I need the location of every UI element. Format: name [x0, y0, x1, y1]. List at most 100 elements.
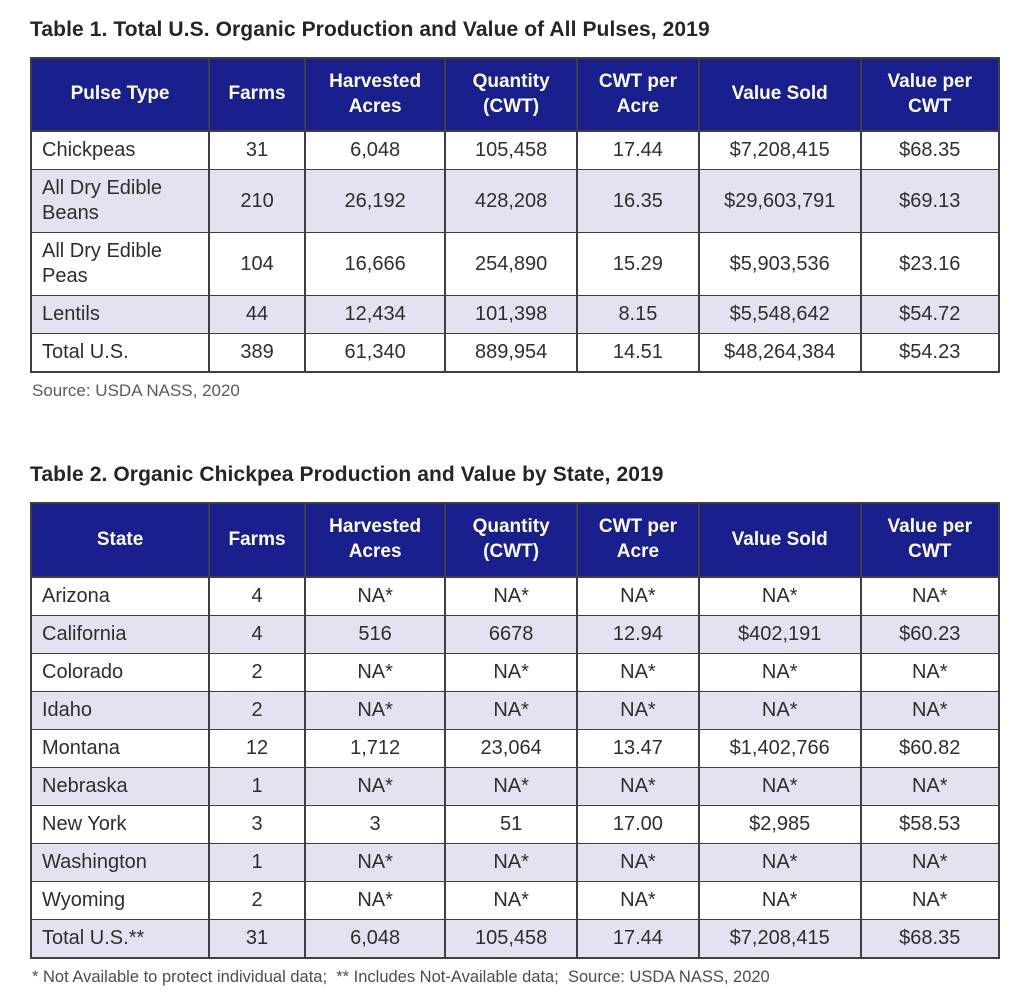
table-cell: 31 [208, 918, 306, 959]
table-cell: NA* [859, 576, 1001, 616]
table-cell: 16,666 [303, 232, 447, 297]
table-cell: Chickpeas [29, 130, 211, 171]
table-cell: Total U.S.** [29, 918, 211, 959]
table-cell: Montana [29, 728, 211, 768]
table-cell: $7,208,415 [697, 918, 862, 959]
table-cell: NA* [303, 842, 447, 882]
table-cell: NA* [444, 690, 578, 730]
table2-footnote: * Not Available to protect individual da… [32, 967, 770, 986]
table-cell: NA* [303, 880, 447, 920]
table-cell: NA* [697, 842, 862, 882]
table-cell: NA* [859, 880, 1001, 920]
table-cell: NA* [444, 576, 578, 616]
table-cell: $2,985 [697, 804, 862, 844]
table-cell: NA* [303, 766, 447, 806]
table-cell: 2 [208, 652, 306, 692]
table-cell: 6,048 [303, 130, 447, 171]
table-cell: NA* [444, 880, 578, 920]
table-cell: $402,191 [697, 614, 862, 654]
table-row: Washington 1 NA* NA* NA* NA* NA* [29, 842, 1001, 882]
table-cell: NA* [697, 652, 862, 692]
table-cell: NA* [575, 842, 700, 882]
table-cell: 13.47 [575, 728, 700, 768]
table-cell: 2 [208, 690, 306, 730]
table-cell: 4 [208, 614, 306, 654]
table-cell: $7,208,415 [697, 130, 862, 171]
pulses-production-table: Pulse Type Farms Harvested Acres Quantity (… [29, 57, 1001, 374]
column-header: CWT per Acre [575, 57, 700, 133]
table-cell: 8.15 [575, 295, 700, 335]
table-cell: $58.53 [859, 804, 1001, 844]
table-cell: 6678 [444, 614, 578, 654]
table-cell: $5,548,642 [697, 295, 862, 335]
table-cell: NA* [697, 576, 862, 616]
column-header: Value Sold [697, 502, 862, 578]
table-cell: $54.72 [859, 295, 1001, 335]
table-cell: $68.35 [859, 918, 1001, 959]
table2-section: Table 2. Organic Chickpea Production and… [29, 463, 1001, 986]
table-cell: $5,903,536 [697, 232, 862, 297]
table-cell: Idaho [29, 690, 211, 730]
column-header: Pulse Type [29, 57, 211, 133]
column-header: Harvested Acres [303, 502, 447, 578]
table-cell: Nebraska [29, 766, 211, 806]
table-cell: 12,434 [303, 295, 447, 335]
table-cell: 26,192 [303, 169, 447, 234]
table-cell: NA* [444, 652, 578, 692]
table-row: Wyoming 2 NA* NA* NA* NA* NA* [29, 880, 1001, 920]
table-cell: $60.23 [859, 614, 1001, 654]
table-cell: Arizona [29, 576, 211, 616]
table-cell: NA* [575, 766, 700, 806]
column-header: State [29, 502, 211, 578]
table2-body: Arizona 4 NA* NA* NA* NA* NA* California 4 516 667… [29, 576, 1001, 959]
table-cell: Lentils [29, 295, 211, 335]
table-cell: $69.13 [859, 169, 1001, 234]
table-cell: NA* [859, 652, 1001, 692]
table-cell: $68.35 [859, 130, 1001, 171]
table-cell: $54.23 [859, 333, 1001, 373]
table-cell: NA* [303, 690, 447, 730]
header-row: Pulse Type Farms Harvested Acres Quantity (… [29, 57, 1001, 133]
table-cell: NA* [575, 690, 700, 730]
table-cell: Total U.S. [29, 333, 211, 373]
table-cell: 3 [303, 804, 447, 844]
table-cell: 12 [208, 728, 306, 768]
table-cell: 61,340 [303, 333, 447, 373]
table-cell: $29,603,791 [697, 169, 862, 234]
table-cell: 1 [208, 766, 306, 806]
table-cell: 1 [208, 842, 306, 882]
table-cell: 15.29 [575, 232, 700, 297]
table-cell: Colorado [29, 652, 211, 692]
table-row: All Dry Edible Beans 210 26,192 428,208 16.3… [29, 169, 1001, 234]
table-cell: 6,048 [303, 918, 447, 959]
table-cell: 44 [208, 295, 306, 335]
table-cell: NA* [859, 690, 1001, 730]
table-cell: 889,954 [444, 333, 578, 373]
column-header: CWT per Acre [575, 502, 700, 578]
column-header: Harvested Acres [303, 57, 447, 133]
table-cell: NA* [575, 880, 700, 920]
table-cell: 105,458 [444, 918, 578, 959]
table-cell: All Dry Edible Beans [29, 169, 211, 234]
column-header: Farms [208, 57, 306, 133]
table-cell: 23,064 [444, 728, 578, 768]
column-header: Value Sold [697, 57, 862, 133]
table-cell: NA* [575, 652, 700, 692]
table-cell: California [29, 614, 211, 654]
table1-source-note: Source: USDA NASS, 2020 [32, 381, 240, 401]
table-cell: NA* [697, 766, 862, 806]
table1-header: Pulse Type Farms Harvested Acres Quantity (… [29, 57, 1001, 133]
table-cell: 17.44 [575, 130, 700, 171]
table-cell: 254,890 [444, 232, 578, 297]
chickpea-by-state-table: State Farms Harvested Acres Quantity (CWT) C… [29, 502, 1001, 959]
table-cell: New York [29, 804, 211, 844]
table-cell: 210 [208, 169, 306, 234]
table-row: Idaho 2 NA* NA* NA* NA* NA* [29, 690, 1001, 730]
table-cell: 1,712 [303, 728, 447, 768]
table-cell: 31 [208, 130, 306, 171]
column-header: Farms [208, 502, 306, 578]
header-row: State Farms Harvested Acres Quantity (CWT) C… [29, 502, 1001, 578]
table-cell: $23.16 [859, 232, 1001, 297]
table-row: Nebraska 1 NA* NA* NA* NA* NA* [29, 766, 1001, 806]
